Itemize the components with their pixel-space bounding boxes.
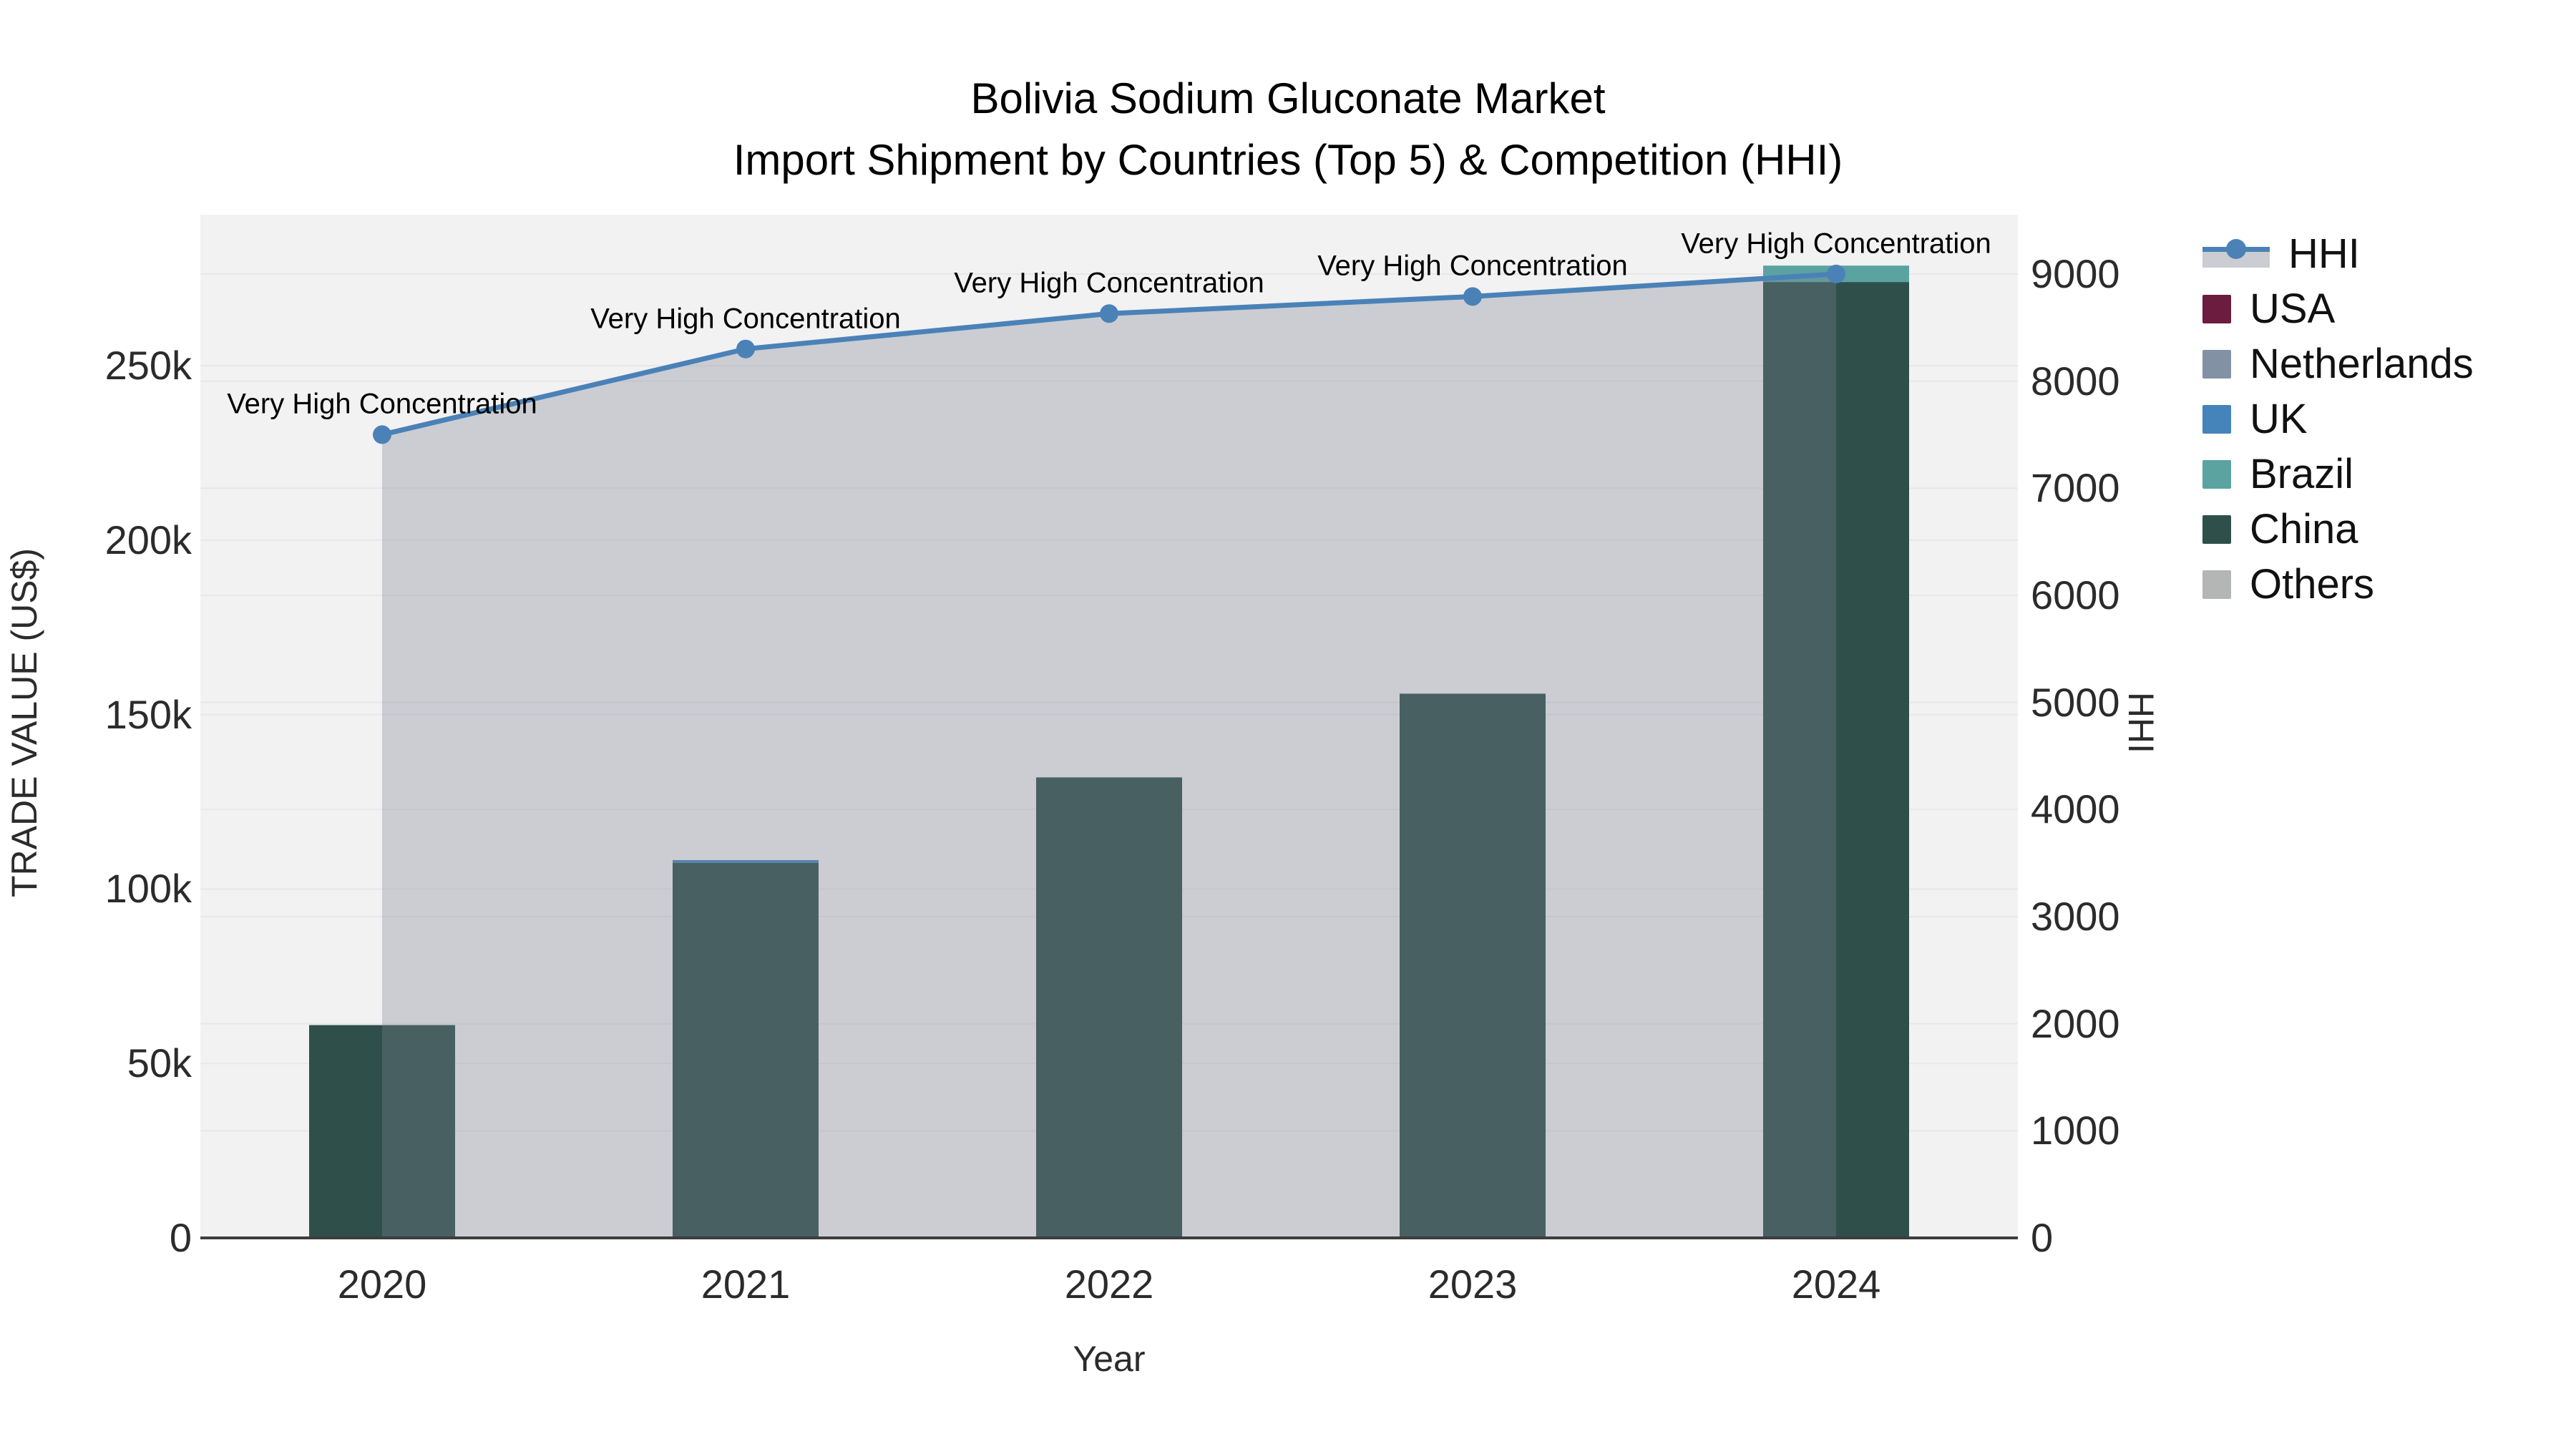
annotation-2023: Very High Concentration [1317,250,1628,282]
legend-label-brazil: Brazil [2250,451,2354,497]
x-axis-title: Year [1073,1339,1146,1379]
y-right-tick-2000: 2000 [2031,1000,2120,1046]
bar-segment-china-2024[interactable] [1763,282,1909,1239]
y-right-axis-title: HHI [2121,691,2161,754]
hhi-point-2022[interactable] [1100,304,1118,323]
legend-swatch-uk [2202,404,2231,434]
y-right-tick-5000: 5000 [2031,679,2120,725]
y-right-tick-4000: 4000 [2031,786,2120,832]
y-right-tick-7000: 7000 [2031,465,2120,511]
chart-title-line2: Import Shipment by Countries (Top 5) & C… [733,136,1843,184]
legend-label-others: Others [2250,561,2375,608]
annotation-2021: Very High Concentration [590,303,901,335]
legend-item-usa[interactable]: USA [2202,281,2335,336]
legend-label-hhi: HHI [2288,230,2360,277]
hhi-legend-band [2202,251,2270,268]
legend-label-netherlands: Netherlands [2250,341,2474,387]
legend-label-uk: UK [2250,396,2308,442]
legend-swatch-china [2202,514,2231,544]
annotation-2024: Very High Concentration [1681,228,1991,260]
legend-item-china[interactable]: China [2202,502,2358,557]
y-left-tick-150k: 150k [104,691,192,737]
y-left-tick-200k: 200k [104,517,192,562]
x-tick-2023: 2023 [1428,1262,1518,1307]
x-tick-2021: 2021 [701,1262,791,1307]
bar-segment-china-2022[interactable] [1036,777,1182,1238]
y-left-tick-0: 0 [169,1215,192,1260]
legend-item-hhi[interactable]: HHI [2202,226,2360,281]
y-right-tick-8000: 8000 [2031,358,2120,404]
legend-item-uk[interactable]: UK [2202,391,2308,447]
hhi-area-fill [382,273,1836,1238]
y-right-tick-0: 0 [2031,1215,2054,1260]
chart-title-line1: Bolivia Sodium Gluconate Market [970,74,1606,122]
annotation-2022: Very High Concentration [954,267,1264,299]
y-left-tick-50k: 50k [127,1040,192,1086]
hhi-point-2020[interactable] [373,425,391,444]
bar-segment-china-2020[interactable] [309,1025,455,1238]
legend-swatch-usa [2202,294,2231,323]
y-right-tick-3000: 3000 [2031,893,2120,939]
y-right-tick-9000: 9000 [2031,250,2120,296]
legend-swatch-brazil [2202,459,2231,489]
legend-item-others[interactable]: Others [2202,557,2374,612]
bar-segment-china-2021[interactable] [673,862,819,1238]
x-tick-2024: 2024 [1791,1262,1881,1307]
bar-segment-uk-2021[interactable] [673,859,819,863]
y-left-tick-100k: 100k [104,866,192,912]
hhi-point-2023[interactable] [1463,287,1482,306]
hhi-legend-marker [2226,238,2246,259]
legend-swatch-netherlands [2202,349,2231,379]
bar-segment-china-2023[interactable] [1400,693,1546,1238]
legend-label-usa: USA [2250,286,2336,332]
annotation-2020: Very High Concentration [227,388,537,420]
legend-swatch-others [2202,570,2231,599]
legend-item-brazil[interactable]: Brazil [2202,447,2353,502]
y-left-tick-250k: 250k [104,343,192,389]
legend-label-china: China [2250,506,2358,552]
hhi-point-2021[interactable] [736,339,755,358]
hhi-point-2024[interactable] [1827,264,1845,283]
y-left-axis-title: TRADE VALUE (US$) [4,547,44,898]
x-tick-2020: 2020 [337,1262,427,1307]
x-tick-2022: 2022 [1064,1262,1154,1307]
legend-item-netherlands[interactable]: Netherlands [2202,336,2474,391]
y-right-tick-6000: 6000 [2031,572,2120,618]
hhi-legend-sample-icon [2202,238,2270,270]
y-right-tick-1000: 1000 [2031,1108,2120,1153]
chart-title: Bolivia Sodium Gluconate Market Import S… [0,68,2576,191]
